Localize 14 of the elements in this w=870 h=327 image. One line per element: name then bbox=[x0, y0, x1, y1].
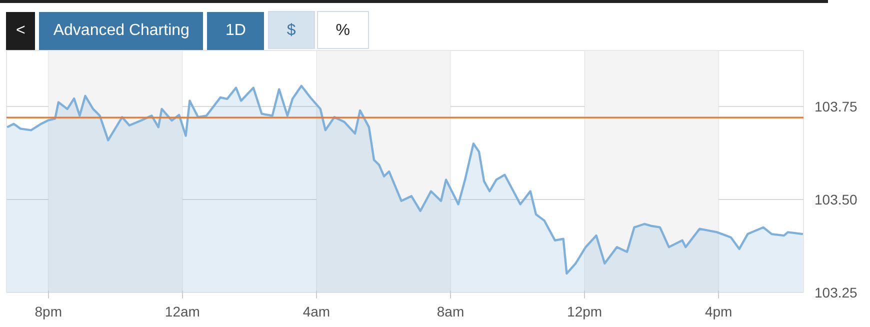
x-tick-label: 8am bbox=[436, 304, 464, 320]
text: % bbox=[316, 11, 370, 49]
text: 1D bbox=[207, 12, 264, 50]
text: $ bbox=[268, 11, 315, 49]
y-tick-label: 103.25 bbox=[814, 284, 858, 300]
x-tick-label: 8pm bbox=[34, 304, 62, 320]
text: < bbox=[6, 12, 36, 50]
x-tick-label: 12pm bbox=[567, 304, 602, 320]
text: Advanced Charting bbox=[39, 12, 204, 50]
y-tick-label: 103.50 bbox=[814, 191, 858, 208]
x-tick-label: 4pm bbox=[704, 304, 732, 320]
x-tick-label: 12am bbox=[164, 304, 200, 320]
x-tick-label: 4am bbox=[302, 304, 330, 320]
y-tick-label: 103.75 bbox=[814, 98, 858, 114]
